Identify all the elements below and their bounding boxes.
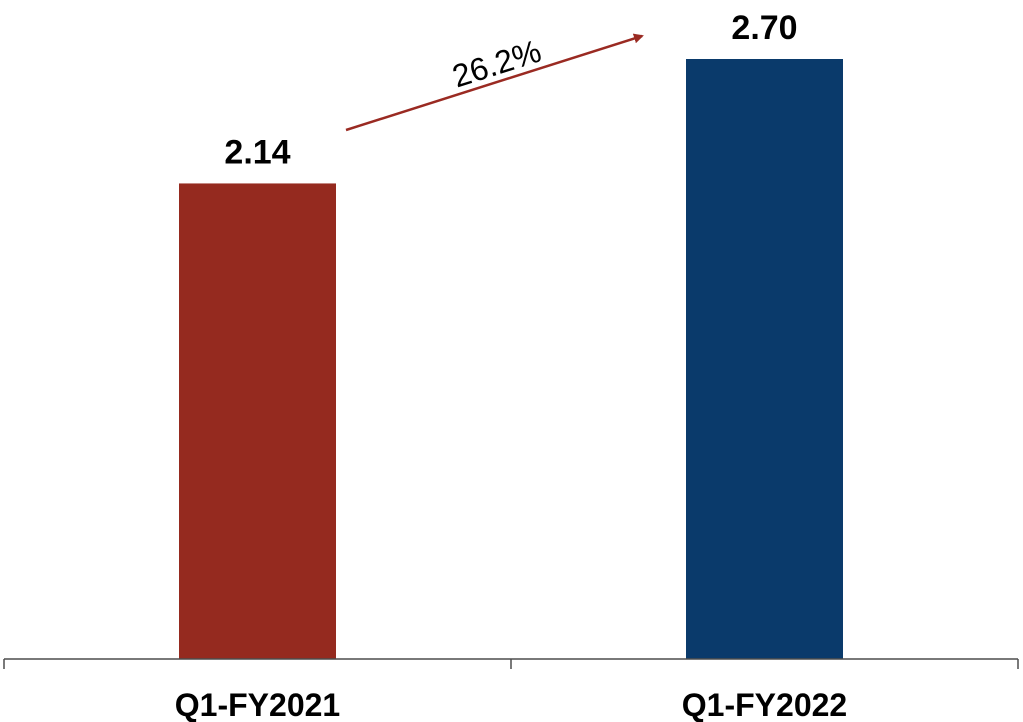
value-labels-layer: 2.14 2.70	[224, 9, 797, 171]
x-axis: Q1-FY2021 Q1-FY2022	[3, 658, 1019, 722]
value-label-q1-fy2022: 2.70	[731, 9, 797, 47]
value-label-q1-fy2021: 2.14	[224, 133, 290, 171]
bars-layer	[179, 59, 843, 659]
growth-annotation: 26.2%	[345, 33, 644, 132]
bar-q1-fy2021	[179, 183, 336, 659]
category-label-q1-fy2021: Q1-FY2021	[175, 687, 340, 722]
category-labels-layer: Q1-FY2021 Q1-FY2022	[175, 687, 847, 722]
growth-arrow	[345, 33, 644, 132]
x-axis-ticks	[3, 659, 1019, 669]
category-label-q1-fy2022: Q1-FY2022	[682, 687, 847, 722]
bar-q1-fy2022	[686, 59, 843, 659]
growth-percentage-label: 26.2%	[448, 33, 545, 95]
